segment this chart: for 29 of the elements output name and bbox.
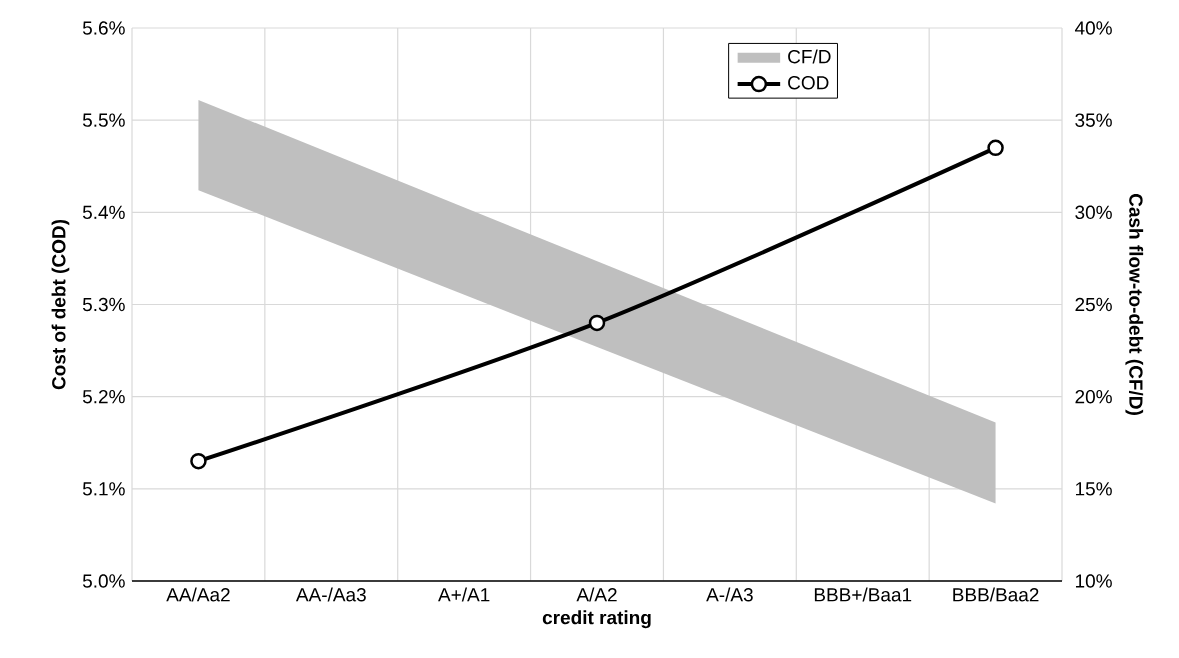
y2-tick-label: 10% (1075, 574, 1112, 588)
y-tick-label: 5.2% (82, 389, 125, 404)
y2-tick-label: 35% (1075, 113, 1112, 127)
point (588, 314, 606, 332)
legend-label: CF/D (788, 49, 831, 64)
x-tick-label: BBB+/Baa1 (814, 587, 912, 602)
x-tick-label: A-/A3 (706, 587, 753, 602)
y2-tick-label: 40% (1074, 21, 1112, 35)
x-tick-label: A/A2 (576, 587, 617, 602)
x-tick-label: AA/Aa2 (166, 587, 230, 602)
point (190, 452, 207, 470)
x-tick-label: BBB/Baa2 (953, 587, 1039, 602)
y2-tick-label: 25% (1075, 297, 1112, 312)
y-tick-label: 5.1% (82, 482, 125, 496)
y-axis-title: Cost of debt (COD) (51, 219, 70, 390)
y-tick-label: 5.5% (82, 113, 125, 127)
y-tick-label: 5.3% (82, 297, 125, 312)
y-tick-label: 5.6% (82, 21, 125, 35)
x-tick-label: A+/A1 (438, 587, 490, 602)
y-tick-label: 5.4% (82, 205, 125, 220)
y2-axis-title: Cash flow-to-debt (CF/D) (1125, 193, 1144, 415)
point (987, 139, 1004, 157)
x-tick-label: AA-/Aa3 (295, 587, 366, 602)
y-tick-label: 5.0% (82, 574, 125, 588)
y2-tick-label: 15% (1075, 482, 1112, 496)
legend-label: COD (788, 76, 829, 90)
y2-tick-label: 20% (1075, 389, 1112, 404)
y2-tick-label: 30% (1075, 205, 1112, 220)
x-axis-title: credit rating (542, 610, 651, 629)
